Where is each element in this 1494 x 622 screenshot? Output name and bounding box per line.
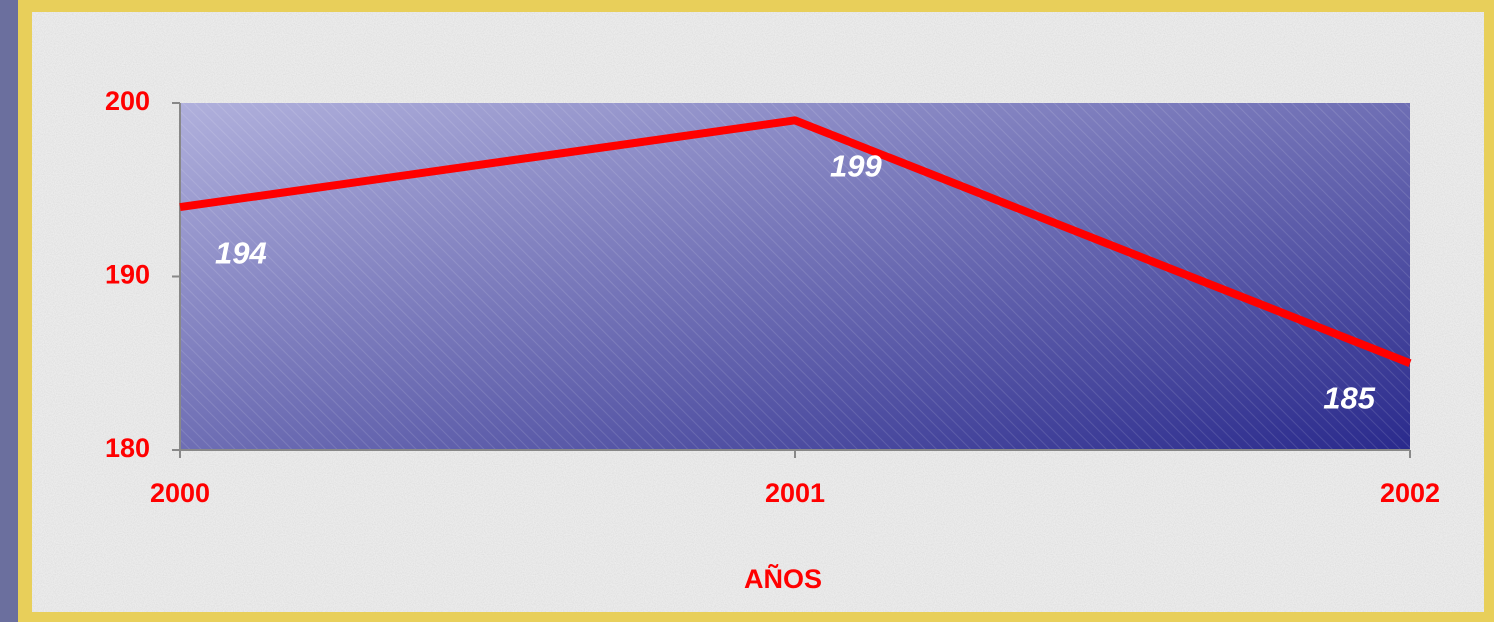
data-label: 185 — [1323, 380, 1375, 415]
plot-hatch — [180, 103, 1410, 450]
data-label: 199 — [830, 149, 882, 184]
line — [179, 116, 1412, 367]
x-tick-label: 2001 — [765, 478, 825, 508]
y-tick-label: 180 — [105, 433, 150, 463]
x-tick-label: 2000 — [150, 478, 210, 508]
side-strip — [0, 0, 18, 622]
y-tick-label: 200 — [105, 86, 150, 116]
x-axis-label: AÑOS — [744, 563, 822, 594]
x-tick-label: 2002 — [1380, 478, 1440, 508]
data-label: 194 — [215, 235, 267, 270]
y-tick-label: 190 — [105, 260, 150, 290]
